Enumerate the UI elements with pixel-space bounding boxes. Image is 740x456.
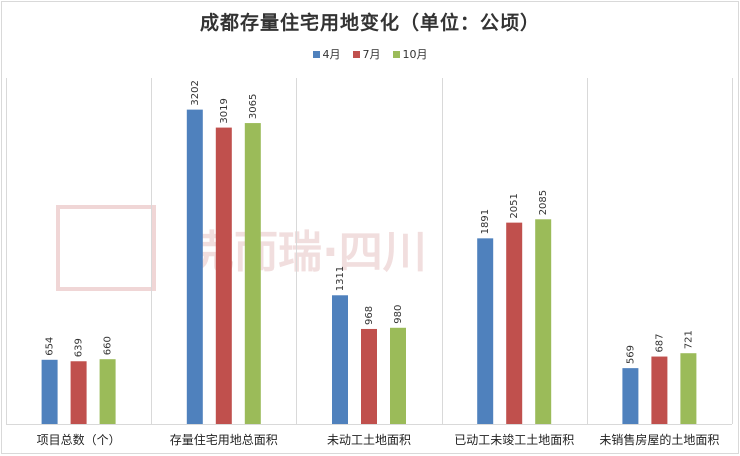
category-label-2: 未动工土地面积 bbox=[327, 433, 411, 447]
value-label-2-0: 1311 bbox=[335, 266, 346, 291]
value-label-2-1: 968 bbox=[364, 306, 375, 325]
bar-0-2 bbox=[99, 359, 116, 424]
bar-4-0 bbox=[622, 368, 639, 424]
bar-0-1 bbox=[70, 361, 87, 424]
chart-title: 成都存量住宅用地变化（单位：公顷） bbox=[199, 12, 540, 34]
legend-swatch-2 bbox=[392, 50, 400, 58]
watermark-seal bbox=[56, 205, 156, 291]
bar-4-1 bbox=[651, 356, 668, 424]
value-label-0-2: 660 bbox=[103, 336, 114, 355]
category-label-0: 项目总数（个） bbox=[37, 432, 121, 447]
category-label-4: 未销售房屋的土地面积 bbox=[599, 432, 719, 447]
value-label-0-1: 639 bbox=[74, 338, 85, 357]
category-labels: 项目总数（个） 存量住宅用地总面积 未动工土地面积 已动工未竣工土地面积 未销售房屋的土… bbox=[37, 432, 720, 447]
bar-2-1 bbox=[361, 328, 377, 424]
value-label-4-2: 721 bbox=[683, 330, 694, 349]
bars bbox=[41, 109, 697, 425]
legend-item-2: 10月 bbox=[392, 46, 428, 62]
value-label-2-2: 980 bbox=[393, 305, 404, 324]
category-label-1: 存量住宅用地总面积 bbox=[170, 432, 278, 447]
value-label-4-0: 569 bbox=[625, 345, 636, 364]
watermark: 克而瑞·四川 bbox=[56, 205, 427, 291]
bar-2-2 bbox=[390, 327, 406, 424]
category-label-3: 已动工未竣工土地面积 bbox=[454, 432, 574, 447]
legend-label-1: 7月 bbox=[362, 48, 381, 61]
value-label-3-2: 2085 bbox=[538, 190, 549, 215]
legend-label-2: 10月 bbox=[402, 48, 428, 61]
value-label-1-2: 3065 bbox=[248, 94, 259, 119]
category-dividers bbox=[6, 78, 733, 425]
bar-4-2 bbox=[680, 353, 697, 424]
legend-item-1: 7月 bbox=[352, 46, 381, 62]
bar-0-0 bbox=[41, 359, 58, 424]
legend-swatch-0 bbox=[312, 50, 320, 58]
bar-3-1 bbox=[506, 222, 523, 424]
legend-label-0: 4月 bbox=[322, 48, 341, 61]
bar-1-2 bbox=[244, 123, 261, 424]
bar-1-0 bbox=[186, 109, 203, 424]
value-label-0-0: 654 bbox=[45, 337, 56, 356]
value-label-3-1: 2051 bbox=[509, 193, 520, 218]
value-label-3-0: 1891 bbox=[480, 209, 491, 234]
bar-3-2 bbox=[535, 219, 552, 424]
value-label-4-1: 687 bbox=[654, 333, 665, 352]
value-label-1-1: 3019 bbox=[219, 98, 230, 123]
bar-1-1 bbox=[215, 127, 232, 425]
value-label-1-0: 3202 bbox=[190, 80, 201, 105]
bar-3-0 bbox=[477, 238, 494, 424]
legend: 4月 7月 10月 bbox=[2, 46, 738, 62]
bar-2-0 bbox=[332, 295, 348, 424]
legend-swatch-1 bbox=[352, 50, 360, 58]
value-labels: 654 639 660 3202 3019 3065 1311 968 980 1891 2051 2… bbox=[45, 80, 695, 364]
legend-item-0: 4月 bbox=[312, 46, 341, 62]
